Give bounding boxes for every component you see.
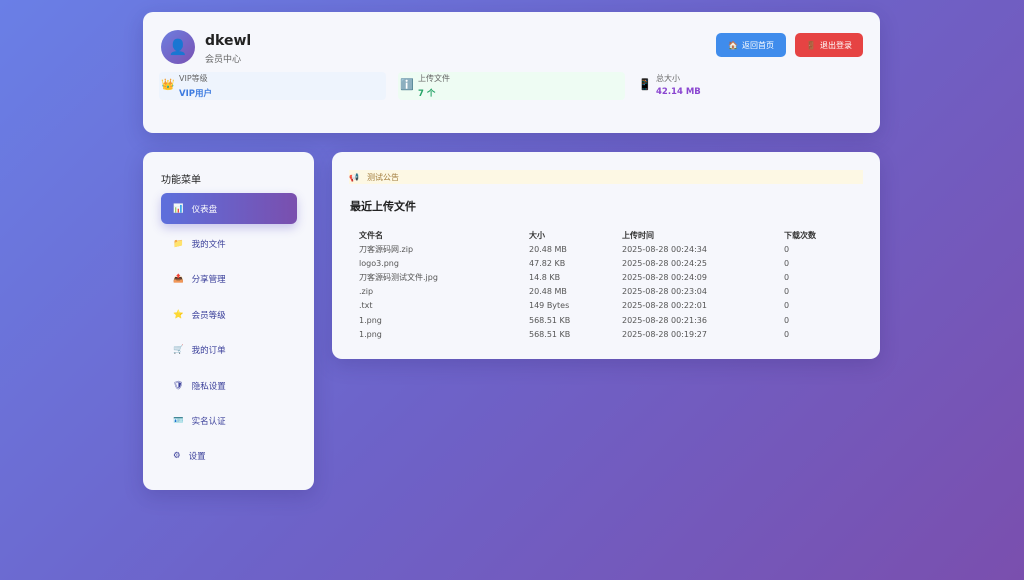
table-cell: 0	[784, 287, 790, 297]
star-icon: ⭐	[173, 309, 184, 320]
table-cell: 1.png	[359, 329, 382, 339]
stat-size: 📱 总大小 42.14 MB	[636, 72, 863, 100]
table-cell: 刀客源码测试文件.jpg	[359, 272, 438, 282]
menu-title: 功能菜单	[161, 175, 201, 186]
sidebar-item-label: 我的订单	[191, 346, 226, 357]
logout-label: 退出登录	[819, 40, 852, 50]
notice-bar: 📢 测试公告	[349, 170, 863, 184]
stat-value: 7 个	[418, 89, 436, 99]
table-cell: 2025-08-28 00:24:09	[622, 272, 707, 282]
sidebar-item-label: 实名认证	[191, 416, 226, 427]
stat-vip: 👑 VIP等级 VIP用户	[159, 72, 386, 100]
stat-value: 42.14 MB	[656, 87, 701, 97]
logout-button[interactable]: 🚪 退出登录	[795, 33, 863, 57]
stat-label: VIP等级	[179, 74, 208, 83]
sidebar-item-3[interactable]: ⭐ 会员等级	[161, 299, 297, 330]
sidebar-item-0[interactable]: 📊 仪表盘	[161, 193, 297, 224]
table-cell: 2025-08-28 00:21:36	[622, 315, 707, 325]
table-cell: 0	[784, 272, 790, 282]
user-avatar-icon: 👤	[168, 38, 188, 56]
column-header: 下载次数	[784, 230, 816, 240]
sidebar-item-4[interactable]: 🛒 我的订单	[161, 335, 297, 366]
info-icon: ℹ️	[400, 78, 414, 91]
sidebar-item-label: 设置	[188, 452, 206, 463]
gear-icon: ⚙	[173, 451, 181, 462]
table-cell: .txt	[359, 301, 373, 311]
crown-icon: 👑	[161, 78, 175, 91]
table-cell: 0	[784, 244, 790, 254]
section-title: 最近上传文件	[350, 200, 416, 213]
stat-label: 总大小	[656, 74, 680, 83]
table-cell: .zip	[359, 287, 374, 297]
sidebar-item-label: 仪表盘	[191, 204, 218, 215]
table-cell: 14.8 KB	[529, 272, 561, 282]
table-cell: 0	[784, 258, 790, 268]
table-cell: 2025-08-28 00:19:27	[622, 329, 707, 339]
table-cell: 2025-08-28 00:24:34	[622, 244, 707, 254]
sidebar-item-label: 会员等级	[191, 310, 226, 321]
table-row[interactable]: logo3.png 47.82 KB 2025-08-28 00:24:25 0	[359, 256, 816, 270]
table-cell: 2025-08-28 00:23:04	[622, 287, 707, 297]
table-row[interactable]: .zip 20.48 MB 2025-08-28 00:23:04 0	[359, 285, 816, 299]
table-row[interactable]: 刀客源码测试文件.jpg 14.8 KB 2025-08-28 00:24:09 0	[359, 270, 816, 284]
column-header: 大小	[529, 230, 545, 240]
table-cell: 0	[784, 301, 790, 311]
table-cell: 2025-08-28 00:24:25	[622, 258, 707, 268]
table-cell: 20.48 MB	[529, 287, 567, 297]
table-cell: 568.51 KB	[529, 329, 571, 339]
table-row[interactable]: 1.png 568.51 KB 2025-08-28 00:21:36 0	[359, 313, 816, 327]
notice-text: 测试公告	[366, 172, 399, 182]
table-cell: 1.png	[359, 315, 382, 325]
sidebar-item-1[interactable]: 📁 我的文件	[161, 228, 297, 259]
main-panel: 📢 测试公告 最近上传文件 文件名 大小 上传时间 下载次数刀客源码网.zip 20.48…	[332, 152, 880, 359]
table-cell: 0	[784, 329, 790, 339]
table-cell: 149 Bytes	[529, 301, 570, 311]
home-button[interactable]: 🏠 返回首页	[716, 33, 786, 57]
home-icon: 🏠	[728, 40, 738, 50]
cart-icon: 🛒	[173, 345, 184, 356]
table-row[interactable]: 1.png 568.51 KB 2025-08-28 00:19:27 0	[359, 327, 816, 341]
sidebar-item-label: 我的文件	[191, 239, 226, 250]
sidebar-item-label: 分享管理	[191, 275, 226, 286]
table-cell: 刀客源码网.zip	[359, 244, 414, 254]
user-subtitle: 会员中心	[205, 55, 242, 65]
stat-value: VIP用户	[179, 89, 212, 99]
table-row[interactable]: 刀客源码网.zip 20.48 MB 2025-08-28 00:24:34 0	[359, 242, 816, 256]
shield-icon: 🛡	[173, 380, 184, 391]
door-icon: 🚪	[806, 40, 816, 50]
column-header: 上传时间	[622, 230, 654, 240]
table-cell: 20.48 MB	[529, 244, 567, 254]
share-icon: 📤	[173, 274, 184, 285]
phone-icon: 📱	[638, 78, 652, 91]
table-cell: 0	[784, 315, 790, 325]
folder-icon: 📁	[173, 238, 184, 249]
table-cell: logo3.png	[359, 258, 399, 268]
megaphone-icon: 📢	[349, 172, 359, 182]
stat-uploads: ℹ️ 上传文件 7 个	[398, 72, 625, 100]
dashboard-icon: 📊	[173, 203, 184, 214]
avatar: 👤	[161, 30, 195, 64]
sidebar-item-7[interactable]: ⚙ 设置	[161, 441, 297, 472]
sidebar-item-6[interactable]: 🪪 实名认证	[161, 405, 297, 436]
recent-files-table: 文件名 大小 上传时间 下载次数刀客源码网.zip 20.48 MB 2025-08-28…	[359, 228, 816, 341]
sidebar-item-5[interactable]: 🛡 隐私设置	[161, 370, 297, 401]
profile-card: 👤 dkewl 会员中心 🏠 返回首页 🚪 退出登录 👑 VIP等级 VIP用户 ℹ️ 上…	[143, 12, 880, 133]
home-label: 返回首页	[741, 40, 774, 50]
table-row[interactable]: .txt 149 Bytes 2025-08-28 00:22:01 0	[359, 299, 816, 313]
id-card-icon: 🪪	[173, 415, 184, 426]
username: dkewl	[205, 33, 252, 49]
column-header: 文件名	[359, 230, 383, 240]
sidebar-item-2[interactable]: 📤 分享管理	[161, 264, 297, 295]
sidebar: 功能菜单 📊 仪表盘 📁 我的文件 📤 分享管理 ⭐ 会员等级 🛒 我的订单 🛡 隐私设置 🪪 实名认证 ⚙…	[143, 152, 314, 490]
table-cell: 2025-08-28 00:22:01	[622, 301, 707, 311]
stat-label: 上传文件	[418, 74, 450, 83]
table-cell: 47.82 KB	[529, 258, 566, 268]
table-cell: 568.51 KB	[529, 315, 571, 325]
sidebar-item-label: 隐私设置	[191, 381, 226, 392]
